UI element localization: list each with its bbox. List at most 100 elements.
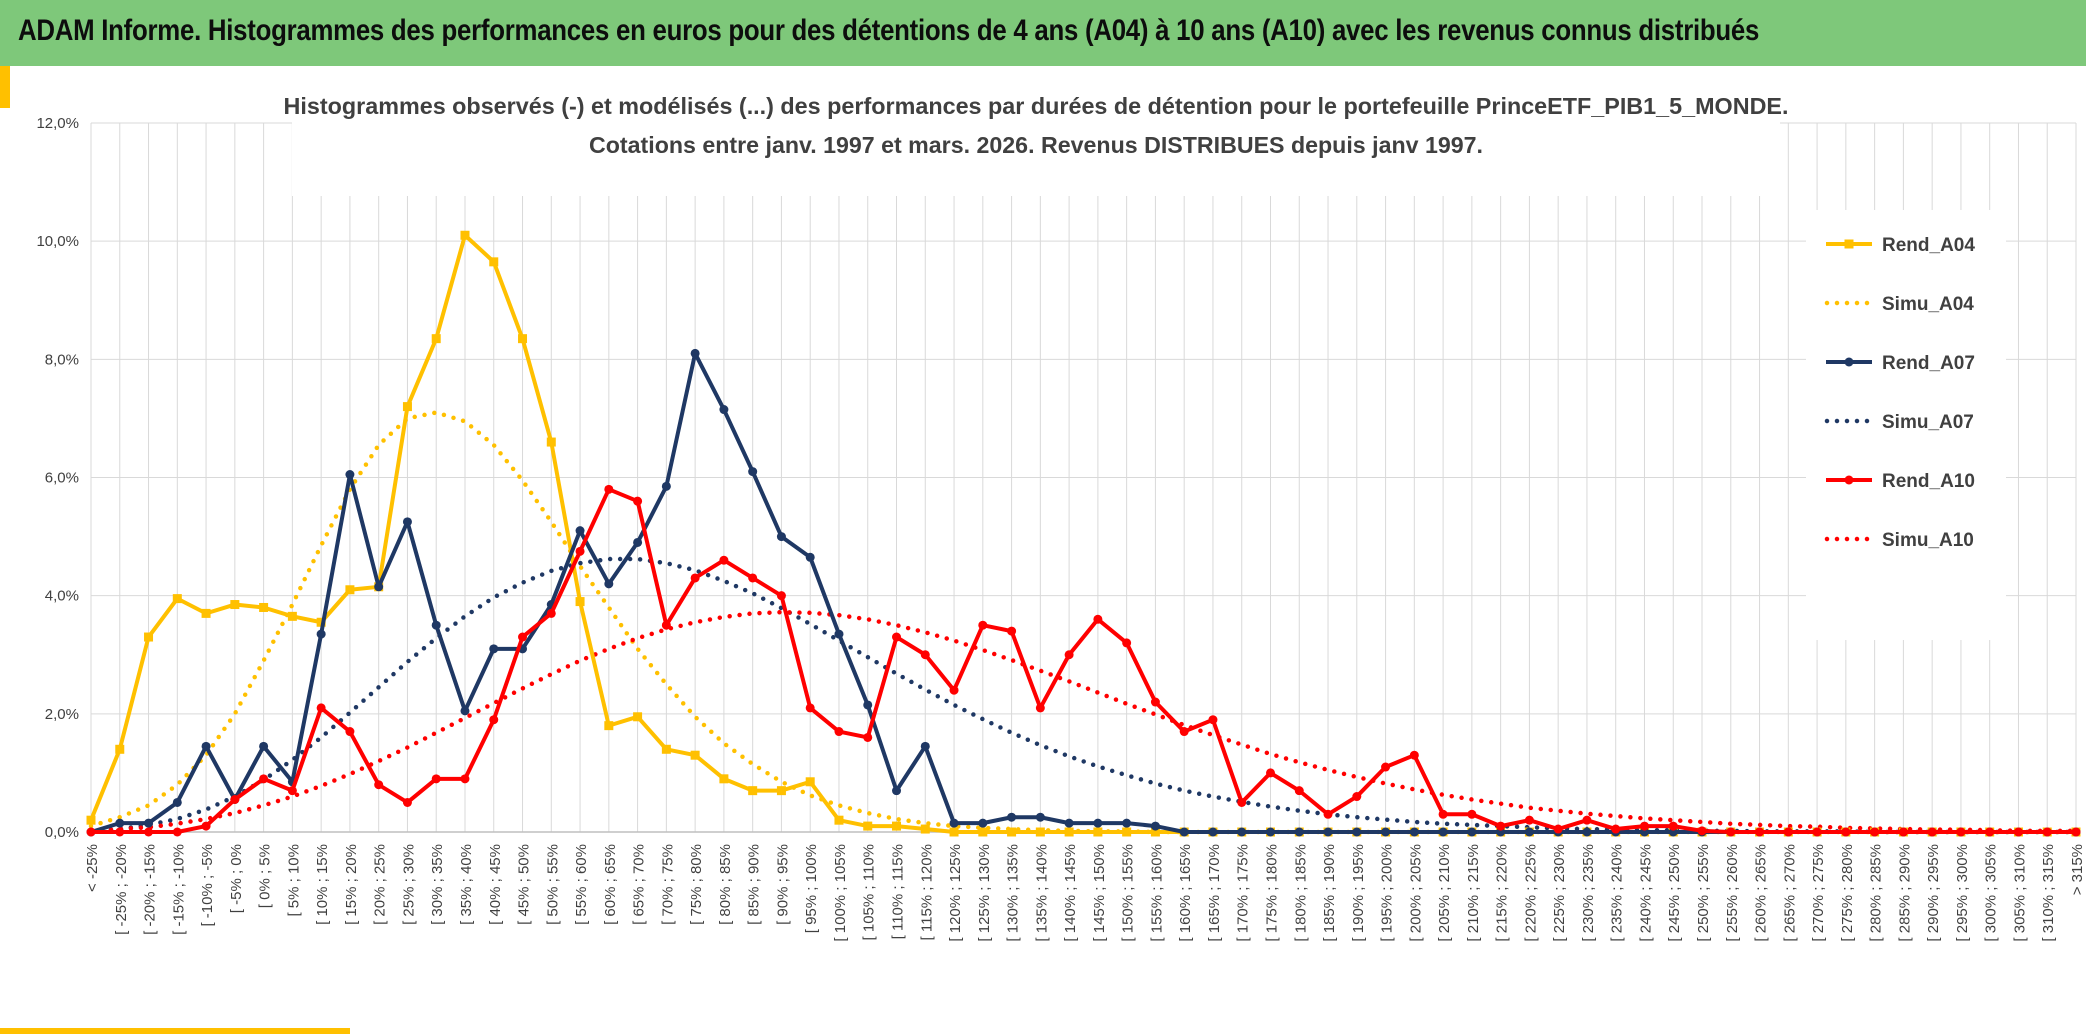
data-point	[834, 629, 844, 639]
data-point	[431, 334, 441, 344]
x-tick-label: [ 90% ; 95%	[774, 844, 791, 925]
data-point	[863, 700, 873, 710]
data-point	[575, 597, 585, 607]
data-point	[518, 632, 528, 642]
data-point	[1294, 827, 1304, 837]
data-point	[259, 741, 269, 751]
x-tick-label: [ 40% ; 45%	[487, 844, 504, 925]
series-line-Rend_A10	[91, 487, 2076, 834]
x-tick-label: [ 275% ; 280%	[1839, 844, 1856, 942]
data-point	[719, 405, 729, 415]
data-point	[144, 827, 154, 837]
data-point	[776, 786, 786, 796]
data-point	[949, 685, 959, 695]
chart-title-line-2: Cotations entre janv. 1997 et mars. 2026…	[589, 132, 1483, 158]
x-tick-label: [ 75% ; 80%	[688, 844, 705, 925]
data-point	[920, 824, 930, 834]
data-point	[1870, 827, 1880, 837]
data-point	[345, 585, 355, 595]
data-point	[546, 437, 556, 447]
x-tick-label: [ 15% ; 20%	[343, 844, 360, 925]
x-tick-label: [ 80% ; 85%	[717, 844, 734, 925]
data-point	[1122, 818, 1132, 828]
x-tick-label: [ -20% ; -15%	[142, 844, 159, 935]
legend-label: Simu_A07	[1882, 412, 1974, 433]
data-point	[1237, 797, 1247, 807]
data-point	[1381, 762, 1391, 772]
x-tick-label: [ 160% ; 165%	[1177, 844, 1194, 942]
data-point	[1064, 818, 1074, 828]
y-tick-label: 8,0%	[45, 351, 79, 368]
x-tick-label: [ 280% ; 285%	[1868, 844, 1885, 942]
data-point	[1352, 792, 1362, 802]
data-point	[719, 555, 729, 565]
x-tick-label: [ 190% ; 195%	[1350, 844, 1367, 942]
x-tick-label: [ 45% ; 50%	[516, 844, 533, 925]
data-point	[460, 706, 470, 716]
data-point	[892, 821, 902, 831]
data-point	[287, 611, 297, 621]
chart-legend: Rend_A04 Simu_A04 Rend_A07 Simu_A07 Rend_A10…	[1824, 235, 1975, 551]
x-tick-label: [ 65% ; 70%	[631, 844, 648, 925]
data-point	[1265, 768, 1275, 778]
x-tick-label: [ 270% ; 275%	[1810, 844, 1827, 942]
x-tick-label: [ 210% ; 215%	[1465, 844, 1482, 942]
chart-series	[86, 230, 2081, 837]
data-point	[920, 650, 930, 660]
legend-item-Rend_A07: Rend_A07	[1826, 353, 1975, 374]
x-tick-label: [ 220% ; 225%	[1522, 844, 1539, 942]
x-tick-label: [ 170% ; 175%	[1235, 844, 1252, 942]
x-tick-label: [ 60% ; 65%	[602, 844, 619, 925]
data-point	[1265, 827, 1275, 837]
data-point	[1812, 827, 1822, 837]
data-point	[115, 818, 125, 828]
data-point	[1726, 827, 1736, 837]
data-point	[1352, 827, 1362, 837]
y-tick-label: 10,0%	[36, 233, 79, 250]
series-line-Simu_A04	[88, 410, 2079, 835]
x-tick-label: [ 245% ; 250%	[1666, 844, 1683, 942]
data-point	[978, 620, 988, 630]
legend-label: Rend_A07	[1882, 353, 1975, 374]
data-point	[633, 537, 643, 547]
y-tick-label: 6,0%	[45, 470, 79, 487]
data-point	[489, 257, 499, 267]
legend-item-Simu_A07: Simu_A07	[1824, 412, 1974, 433]
data-point	[1122, 638, 1132, 648]
x-tick-label: < -25%	[84, 844, 101, 892]
series-line-Rend_A04	[89, 233, 2076, 834]
data-point	[115, 827, 125, 837]
x-tick-label: [ 95% ; 100%	[803, 844, 820, 933]
data-point	[201, 608, 211, 618]
chart-title-line-1: Histogrammes observés (-) et modélisés (…	[284, 93, 1789, 119]
data-point	[1150, 827, 1160, 837]
data-point	[1150, 697, 1160, 707]
data-point	[1294, 786, 1304, 796]
data-point	[1035, 827, 1045, 837]
data-point	[489, 644, 499, 654]
data-point	[2042, 827, 2052, 837]
x-tick-label: [ 215% ; 220%	[1494, 844, 1511, 942]
data-point	[719, 774, 729, 784]
x-tick-label: [ 110% ; 115%	[890, 844, 907, 939]
x-tick-label: [ 155% ; 160%	[1148, 844, 1165, 942]
x-tick-label: [ 240% ; 245%	[1637, 844, 1654, 942]
data-point	[1841, 827, 1851, 837]
data-point	[633, 496, 643, 506]
data-point	[1179, 727, 1189, 737]
data-point	[172, 827, 182, 837]
legend-marker	[1844, 239, 1854, 249]
data-point	[259, 774, 269, 784]
data-point	[1697, 826, 1707, 836]
series-Rend_A10	[86, 484, 2081, 837]
data-point	[949, 818, 959, 828]
data-point	[1668, 821, 1678, 831]
data-point	[1409, 750, 1419, 760]
x-tick-label: [ 265% ; 270%	[1781, 844, 1798, 942]
x-tick-label: [ 120% ; 125%	[947, 844, 964, 942]
data-point	[1122, 827, 1132, 837]
x-tick-label: [ 165% ; 170%	[1206, 844, 1223, 942]
histogram-chart: Histogrammes observés (-) et modélisés (…	[36, 84, 2086, 942]
data-point	[402, 402, 412, 412]
legend-marker	[1844, 357, 1854, 367]
